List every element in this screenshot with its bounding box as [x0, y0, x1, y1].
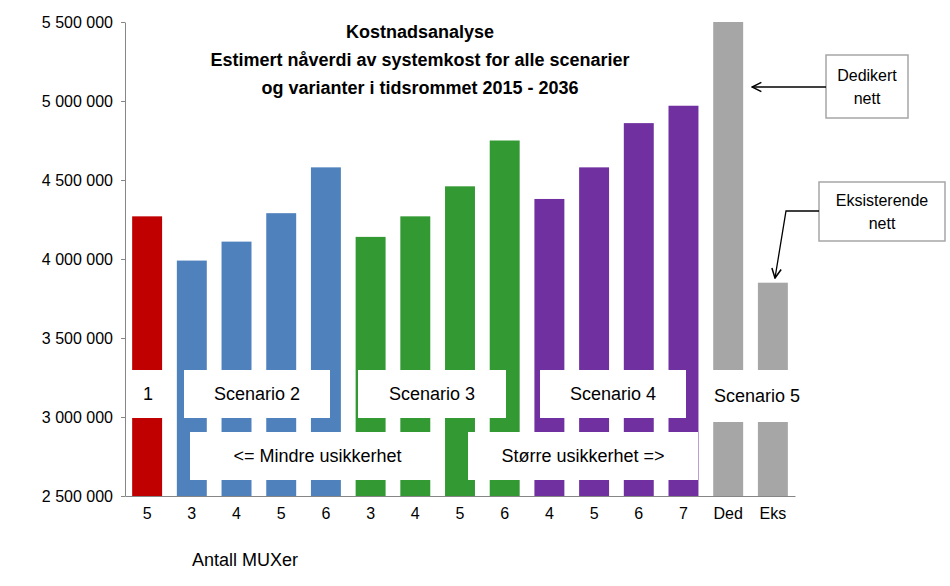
x-tick: 5	[590, 496, 599, 522]
y-axis: 2 500 000 3 000 000 3 500 000 4 000 000 4 50…	[42, 14, 126, 505]
annotations: 1 Scenario 2 Scenario 3 Scenario 4 Scenario …	[130, 55, 945, 480]
annotation-box	[540, 370, 686, 418]
y-tick-label: 4 000 000	[42, 251, 113, 268]
x-tick: 6	[500, 496, 509, 522]
y-tick: 3 500 000	[42, 330, 125, 347]
x-tick: 6	[321, 496, 330, 522]
bar	[132, 216, 162, 496]
x-tick: 4	[232, 496, 241, 522]
y-tick-mark	[121, 338, 125, 339]
y-tick-label: 5 000 000	[42, 93, 113, 110]
chart: 2 500 000 3 000 000 3 500 000 4 000 000 4 50…	[0, 0, 950, 586]
annotation-text: Eksisterende	[836, 192, 929, 209]
x-tick: 5	[277, 496, 286, 522]
annotation-text: Scenario 3	[389, 384, 475, 404]
annotation-box	[184, 370, 330, 418]
title-line: Estimert nåverdi av systemkost for alle …	[210, 50, 629, 70]
bar	[713, 22, 743, 496]
x-tick-label: 5	[277, 505, 286, 522]
x-tick-label: 5	[456, 505, 465, 522]
y-tick-mark	[121, 101, 125, 102]
x-tick-label: 3	[187, 505, 196, 522]
x-tick: 6	[634, 496, 643, 522]
annotation: Eksisterende nett	[819, 182, 945, 241]
x-axis: 5 3 4 5 6 3 4 5 6 4 5 6 7 Ded Eks	[126, 496, 796, 522]
annotation-box	[468, 432, 698, 480]
annotation-text: Scenario 4	[570, 384, 656, 404]
x-tick-label: 6	[500, 505, 509, 522]
annotation-text: Dedikert	[837, 67, 897, 84]
x-tick-label: 7	[679, 505, 688, 522]
annotation-box	[819, 182, 945, 241]
annotation-box	[130, 370, 166, 418]
annotation: Dedikert nett	[826, 55, 908, 118]
annotation-box	[358, 370, 506, 418]
annotation-box	[703, 370, 811, 422]
y-tick: 3 000 000	[42, 409, 125, 426]
y-axis-line	[125, 23, 126, 497]
arrow	[752, 86, 826, 87]
x-tick-label: Ded	[713, 505, 742, 522]
annotation-text: nett	[869, 215, 896, 232]
x-tick-label: 4	[232, 505, 241, 522]
x-tick-label: 6	[634, 505, 643, 522]
annotation-text: Større usikkerhet =>	[501, 446, 664, 466]
annotation-text: Scenario 5	[714, 386, 800, 406]
y-tick-label: 4 500 000	[42, 172, 113, 189]
annotation: Scenario 4	[540, 370, 686, 418]
x-tick: 4	[411, 496, 420, 522]
annotation: Scenario 3	[358, 370, 506, 418]
y-tick-mark	[121, 22, 125, 23]
annotation-text: 1	[143, 384, 153, 404]
x-tick: 3	[187, 496, 196, 522]
y-tick: 5 000 000	[42, 93, 125, 110]
y-tick-label: 5 500 000	[42, 14, 113, 31]
plot: 2 500 000 3 000 000 3 500 000 4 000 000 4 50…	[42, 14, 796, 523]
title-line: Kostnadsanalyse	[346, 22, 494, 42]
y-tick-label: 2 500 000	[42, 488, 113, 505]
x-tick: 5	[456, 496, 465, 522]
y-tick: 4 500 000	[42, 172, 125, 189]
annotation: <= Mindre usikkerhet	[190, 432, 445, 480]
y-tick-mark	[121, 496, 125, 497]
bars	[132, 22, 788, 496]
title: Kostnadsanalyse Estimert nåverdi av syste…	[210, 22, 629, 98]
annotation-text: <= Mindre usikkerhet	[233, 446, 401, 466]
x-tick: Eks	[760, 496, 787, 522]
x-tick-label: Eks	[760, 505, 787, 522]
x-tick: 7	[679, 496, 688, 522]
x-tick: 4	[545, 496, 554, 522]
x-tick-label: 5	[143, 505, 152, 522]
annotation-box	[190, 432, 445, 480]
title-line: og varianter i tidsrommet 2015 - 2036	[261, 78, 578, 98]
y-tick: 4 000 000	[42, 251, 125, 268]
x-tick: 5	[143, 496, 152, 522]
x-tick: Ded	[713, 496, 742, 522]
y-tick-label: 3 500 000	[42, 330, 113, 347]
y-tick-mark	[121, 259, 125, 260]
annotation: Større usikkerhet =>	[468, 432, 698, 480]
x-tick-label: 5	[590, 505, 599, 522]
x-axis-line	[126, 496, 796, 497]
annotation: Scenario 5	[703, 370, 811, 422]
annotation: Scenario 2	[184, 370, 330, 418]
y-tick: 5 500 000	[42, 14, 125, 31]
x-tick-label: 4	[545, 505, 554, 522]
annotation-box	[826, 55, 908, 118]
y-tick-label: 3 000 000	[42, 409, 113, 426]
annotation-text: nett	[854, 90, 881, 107]
x-axis-title: Antall MUXer	[192, 550, 298, 570]
x-tick-label: 4	[411, 505, 420, 522]
y-tick-mark	[121, 180, 125, 181]
x-tick-label: 3	[366, 505, 375, 522]
arrow	[775, 211, 819, 278]
x-tick: 3	[366, 496, 375, 522]
annotation-text: Scenario 2	[214, 384, 300, 404]
y-tick: 2 500 000	[42, 488, 125, 505]
y-tick-mark	[121, 417, 125, 418]
x-tick-label: 6	[321, 505, 330, 522]
annotation: 1	[130, 370, 166, 418]
